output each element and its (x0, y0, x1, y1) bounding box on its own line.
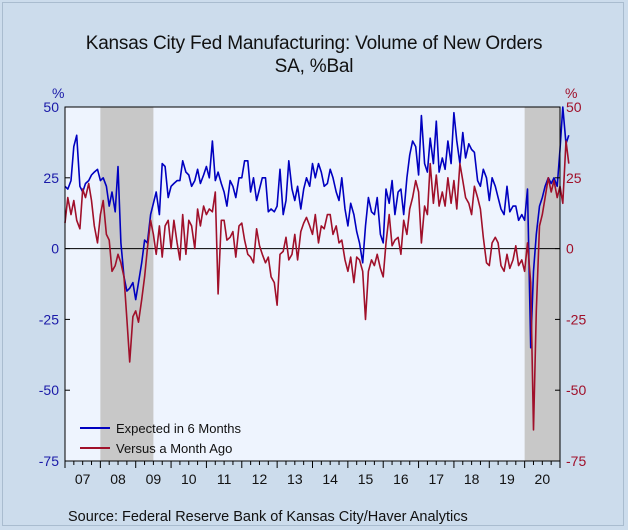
x-tick-label: 13 (287, 471, 303, 487)
x-tick-label: 17 (428, 471, 444, 487)
chart-subtitle: SA, %Bal (274, 56, 354, 77)
left-unit-label: % (52, 85, 64, 101)
right-tick-label: 0 (566, 241, 574, 257)
source-note: Source: Federal Reserve Bank of Kansas C… (68, 509, 468, 525)
left-axis: 50 25 0 -25 -50 -75 (39, 99, 70, 469)
right-unit-label: % (565, 85, 577, 101)
left-tick-label: -75 (39, 453, 59, 469)
right-tick-label: 25 (566, 170, 582, 186)
legend-label-0: Expected in 6 Months (116, 421, 242, 436)
legend-label-1: Versus a Month Ago (116, 441, 232, 456)
x-axis: 07 08 09 10 11 12 13 14 15 16 17 18 19 20 (64, 461, 561, 487)
x-tick-label: 09 (146, 471, 162, 487)
left-tick-label: 25 (43, 170, 59, 186)
right-tick-label: 50 (566, 99, 582, 115)
x-tick-label: 10 (181, 471, 197, 487)
left-tick-label: -50 (39, 382, 59, 398)
x-tick-label: 16 (393, 471, 409, 487)
recession-band-0 (100, 107, 154, 461)
right-tick-label: -50 (566, 382, 586, 398)
x-tick-label: 07 (75, 471, 91, 487)
chart-title: Kansas City Fed Manufacturing: Volume of… (85, 33, 543, 54)
series-line-1 (64, 140, 570, 431)
x-tick-label: 18 (464, 471, 480, 487)
x-tick-label: 08 (110, 471, 126, 487)
chart-frame (2, 2, 624, 526)
right-axis: 50 25 0 -25 -50 -75 (555, 99, 586, 469)
x-tick-label: 20 (535, 471, 551, 487)
left-tick-label: 0 (51, 241, 59, 257)
x-tick-label: 15 (358, 471, 374, 487)
x-tick-label: 11 (217, 471, 232, 487)
left-tick-label: 50 (43, 99, 59, 115)
series-lines (64, 106, 570, 431)
x-tick-label: 12 (252, 471, 268, 487)
x-tick-label: 14 (322, 471, 338, 487)
right-tick-label: -25 (566, 311, 586, 327)
x-tick-label: 19 (499, 471, 515, 487)
left-tick-label: -25 (39, 311, 59, 327)
right-tick-label: -75 (566, 453, 586, 469)
legend: Expected in 6 Months Versus a Month Ago (80, 421, 242, 456)
